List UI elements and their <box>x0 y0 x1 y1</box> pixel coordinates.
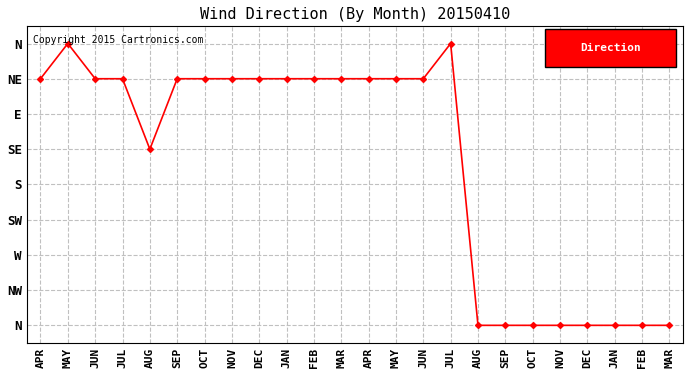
Text: Copyright 2015 Cartronics.com: Copyright 2015 Cartronics.com <box>33 35 204 45</box>
Text: Direction: Direction <box>580 43 641 53</box>
Title: Wind Direction (By Month) 20150410: Wind Direction (By Month) 20150410 <box>200 7 510 22</box>
FancyBboxPatch shape <box>545 29 676 67</box>
